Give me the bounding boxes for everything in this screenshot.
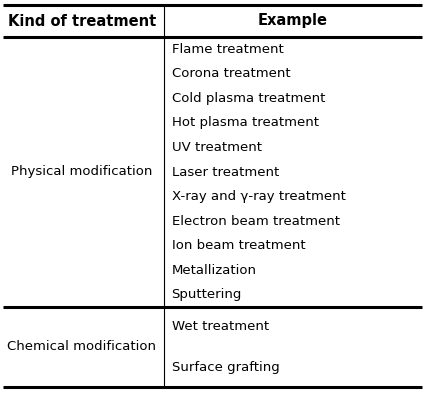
Text: Corona treatment: Corona treatment (172, 67, 290, 80)
Text: Surface grafting: Surface grafting (172, 361, 279, 373)
Text: Ion beam treatment: Ion beam treatment (172, 239, 305, 252)
Text: Physical modification: Physical modification (11, 166, 153, 178)
Text: Cold plasma treatment: Cold plasma treatment (172, 92, 325, 105)
Text: X-ray and γ-ray treatment: X-ray and γ-ray treatment (172, 190, 346, 203)
Text: Chemical modification: Chemical modification (7, 340, 156, 354)
Text: Sputtering: Sputtering (172, 288, 242, 301)
Text: Electron beam treatment: Electron beam treatment (172, 215, 340, 227)
Text: Hot plasma treatment: Hot plasma treatment (172, 117, 319, 129)
Text: Flame treatment: Flame treatment (172, 43, 283, 56)
Text: Metallization: Metallization (172, 264, 257, 277)
Text: Laser treatment: Laser treatment (172, 166, 279, 178)
Text: Wet treatment: Wet treatment (172, 320, 269, 334)
Text: UV treatment: UV treatment (172, 141, 262, 154)
Text: Example: Example (258, 14, 328, 28)
Text: Kind of treatment: Kind of treatment (8, 14, 156, 28)
